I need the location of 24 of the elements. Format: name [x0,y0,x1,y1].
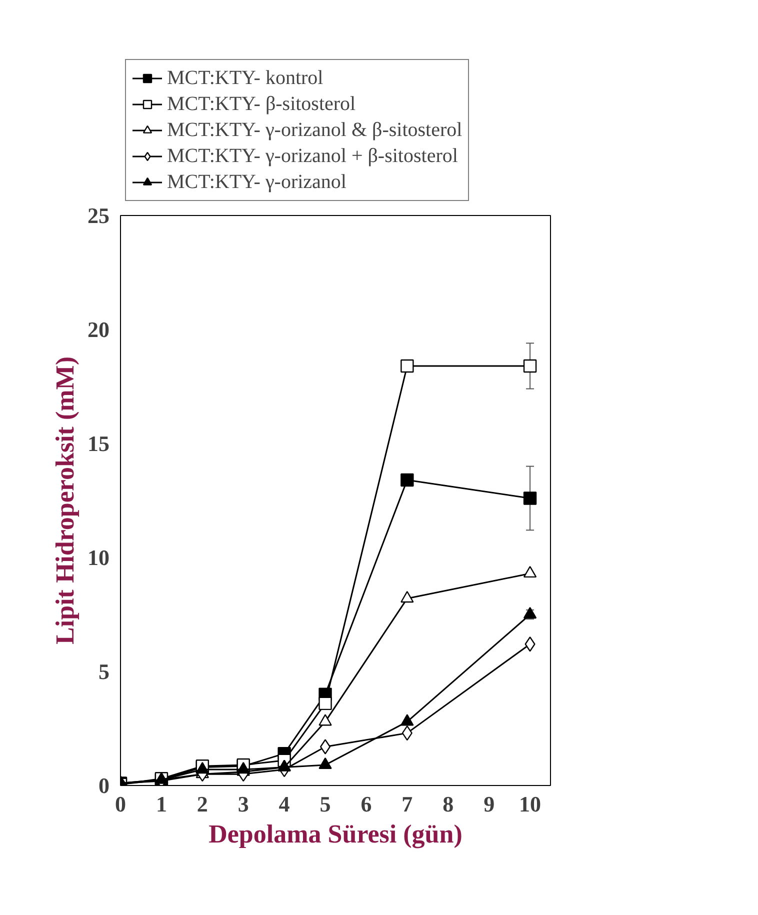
y-tick-label: 25 [88,203,110,228]
y-tick-label: 20 [88,317,110,342]
x-axis-title: Depolama Süresi (gün) [208,820,462,848]
x-tick-label: 2 [196,792,208,816]
x-tick-label: 6 [360,792,372,816]
y-tick-label: 0 [98,773,110,798]
x-tick-label: 1 [156,792,167,816]
legend-label: MCT:KTY- γ-orizanol & β-sitosterol [167,118,462,142]
x-tick-label: 8 [442,792,454,816]
legend-label: MCT:KTY- γ-orizanol [167,170,346,194]
legend-label: MCT:KTY- γ-orizanol + β-sitosterol [167,144,458,168]
y-axis-title: Lipit Hidroperoksit (mM) [50,356,80,644]
y-tick-label: 5 [98,659,110,684]
legend-label: MCT:KTY- kontrol [167,66,324,90]
legend-label: MCT:KTY- β-sitosterol [167,92,356,116]
x-tick-label: 7 [402,792,413,816]
y-tick-label: 15 [88,431,110,456]
y-tick-label: 10 [88,545,110,570]
x-tick-label: 0 [115,792,126,816]
x-tick-label: 3 [238,792,249,816]
x-tick-label: 10 [519,792,542,816]
x-tick-label: 9 [484,792,495,816]
x-tick-label: 4 [278,792,290,816]
x-tick-label: 5 [320,792,331,816]
